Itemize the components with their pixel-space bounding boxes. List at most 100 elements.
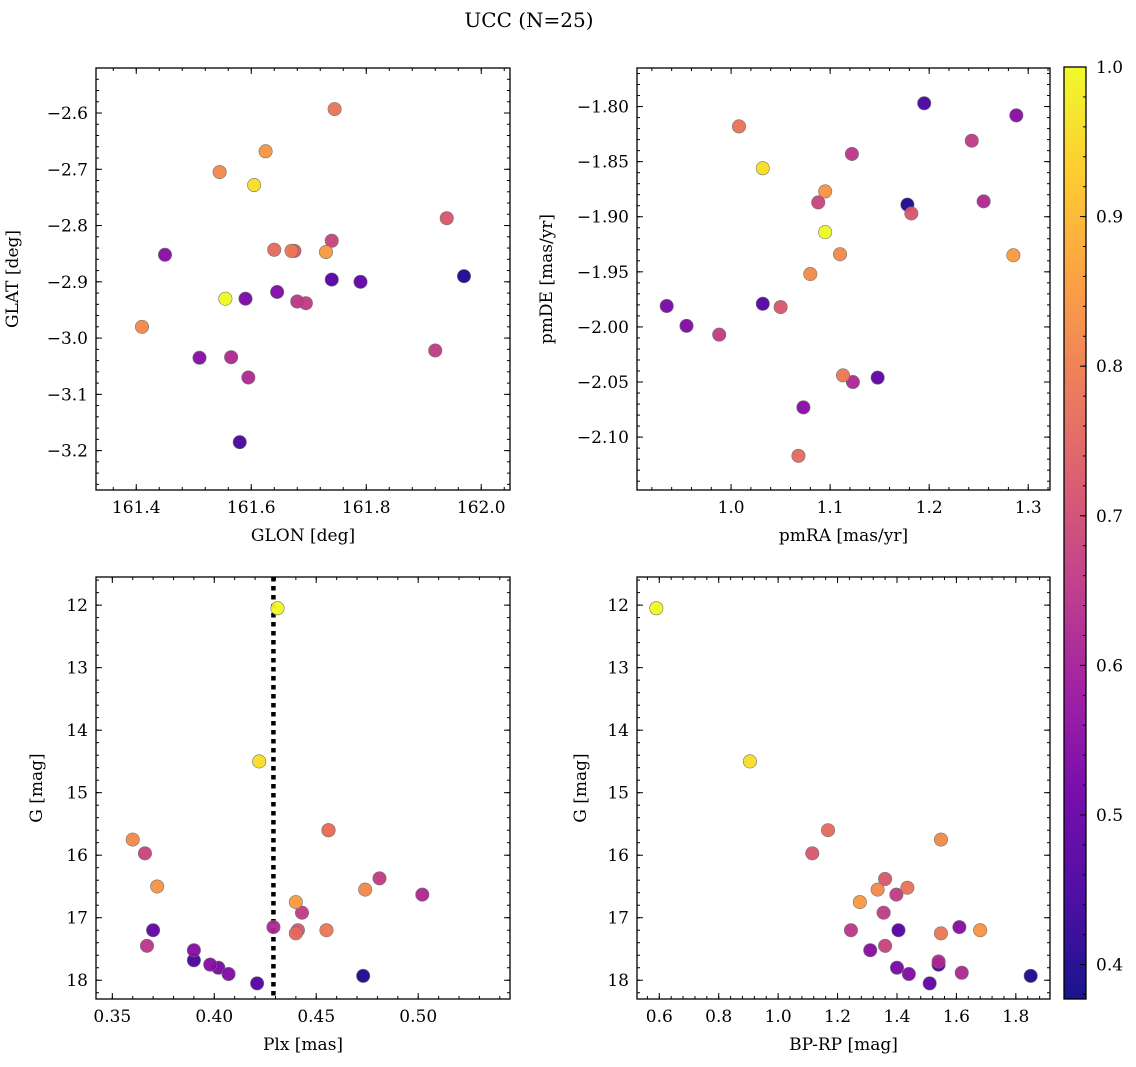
data-point [266,920,281,935]
data-point [933,832,948,847]
figure-title: UCC (N=25) [464,8,593,32]
data-point [298,296,313,311]
x-tick-label: 0.35 [93,1007,131,1027]
y-tick-label: −2.00 [577,318,629,338]
x-tick-label: 161.6 [227,498,276,518]
data-point [135,319,150,334]
data-point [845,375,860,390]
axes-frame [636,67,1051,491]
data-point [649,601,664,616]
axes-frame [636,576,1051,1000]
data-point [439,211,454,226]
y-tick-label: −1.90 [577,208,629,228]
y-tick-label: 18 [66,971,88,991]
data-point [878,871,893,886]
data-point [1009,108,1024,123]
data-point [356,968,371,983]
data-point [1006,248,1021,263]
data-point [904,206,919,221]
x-tick-label: 0.45 [297,1007,335,1027]
data-point [811,195,826,210]
data-point [821,823,836,838]
data-point [221,966,236,981]
data-point [456,269,471,284]
data-point [876,905,891,920]
y-tick-label: −1.85 [577,153,629,173]
colorbar-tick-label: 1.0 [1096,58,1123,78]
data-point [844,146,859,161]
data-point [218,291,233,306]
x-tick-label: 1.6 [943,1007,970,1027]
data-point [889,887,904,902]
y-tick-label: −2.10 [577,428,629,448]
y-tick-label: 12 [66,596,88,616]
data-point [358,882,373,897]
data-point [878,938,893,953]
axes-frame [95,67,511,491]
data-point [891,923,906,938]
data-point [203,957,218,972]
colorbar-tick-label: 0.8 [1096,357,1123,377]
y-tick-label: 15 [607,784,629,804]
data-point [137,846,152,861]
panel-color-magnitude: 0.6 0.8 1.0 1.2 1.4 1.6 1.8 12 13 14 15 16 17 18 BP-RP… [571,576,1051,1055]
x-axis-label: Plx [mas] [263,1035,343,1055]
data-point [146,923,161,938]
y-tick-label: −2.6 [47,104,88,124]
data-point [870,370,885,385]
y-tick-label: −2.9 [47,273,88,293]
data-point [258,144,273,159]
y-tick-label: −2.7 [47,160,88,180]
data-point [270,601,285,616]
data-point [863,943,878,958]
y-tick-label: 16 [607,846,629,866]
data-point [252,754,267,769]
y-tick-label: 15 [66,784,88,804]
data-point [372,871,387,886]
y-tick-label: −1.95 [577,263,629,283]
y-tick-label: −3.2 [47,442,88,462]
data-point [931,954,946,969]
data-point [818,184,833,199]
data-point [232,435,247,450]
x-tick-label: 0.50 [399,1007,437,1027]
data-point [415,887,430,902]
colorbar-tick-label: 0.7 [1096,507,1123,527]
x-tick-label: 1.0 [765,1007,792,1027]
panel-glon-glat: 161.4 161.6 161.8 162.0 −3.2 −3.1 −3.0 −2.9 −2.8… [3,67,511,546]
data-point [318,244,333,259]
data-point [224,350,239,365]
data-point [870,882,885,897]
data-point [267,242,282,257]
data-point [327,102,342,117]
y-axis-label: GLAT [deg] [3,230,23,328]
x-tick-label: 1.2 [824,1007,851,1027]
data-point [952,920,967,935]
colorbar-tick-label: 0.4 [1096,956,1123,976]
data-point [324,233,339,248]
x-tick-label: 1.8 [1002,1007,1029,1027]
colorbar-tick-label: 0.6 [1096,656,1123,676]
data-point [712,327,727,342]
colorbar-frame [1063,66,1087,1000]
y-tick-label: 16 [66,846,88,866]
y-tick-label: 17 [66,909,88,929]
colorbar: 0.4 0.5 0.6 0.7 0.8 0.9 1.0 [1063,58,1123,1000]
data-point [900,880,915,895]
data-point [139,938,154,953]
y-tick-label: 12 [607,596,629,616]
data-point [805,846,820,861]
x-tick-label: 161.8 [342,498,391,518]
y-tick-label: −3.1 [47,385,88,405]
y-axis-label: G [mag] [571,753,591,822]
y-axis-label: pmDE [mas/yr] [537,214,557,344]
data-point [791,448,806,463]
data-point [889,960,904,975]
data-point [319,923,334,938]
data-point [973,923,988,938]
panel-proper-motion: 1.0 1.1 1.2 1.3 −2.10 −2.05 −2.00 −1.95 −1.90 −1.… [537,67,1051,546]
y-tick-label: 13 [66,659,88,679]
data-point [836,368,851,383]
panel-parallax-magnitude: 0.35 0.40 0.45 0.50 12 13 14 15 16 17 18 Plx [mas] G… [27,576,511,1055]
